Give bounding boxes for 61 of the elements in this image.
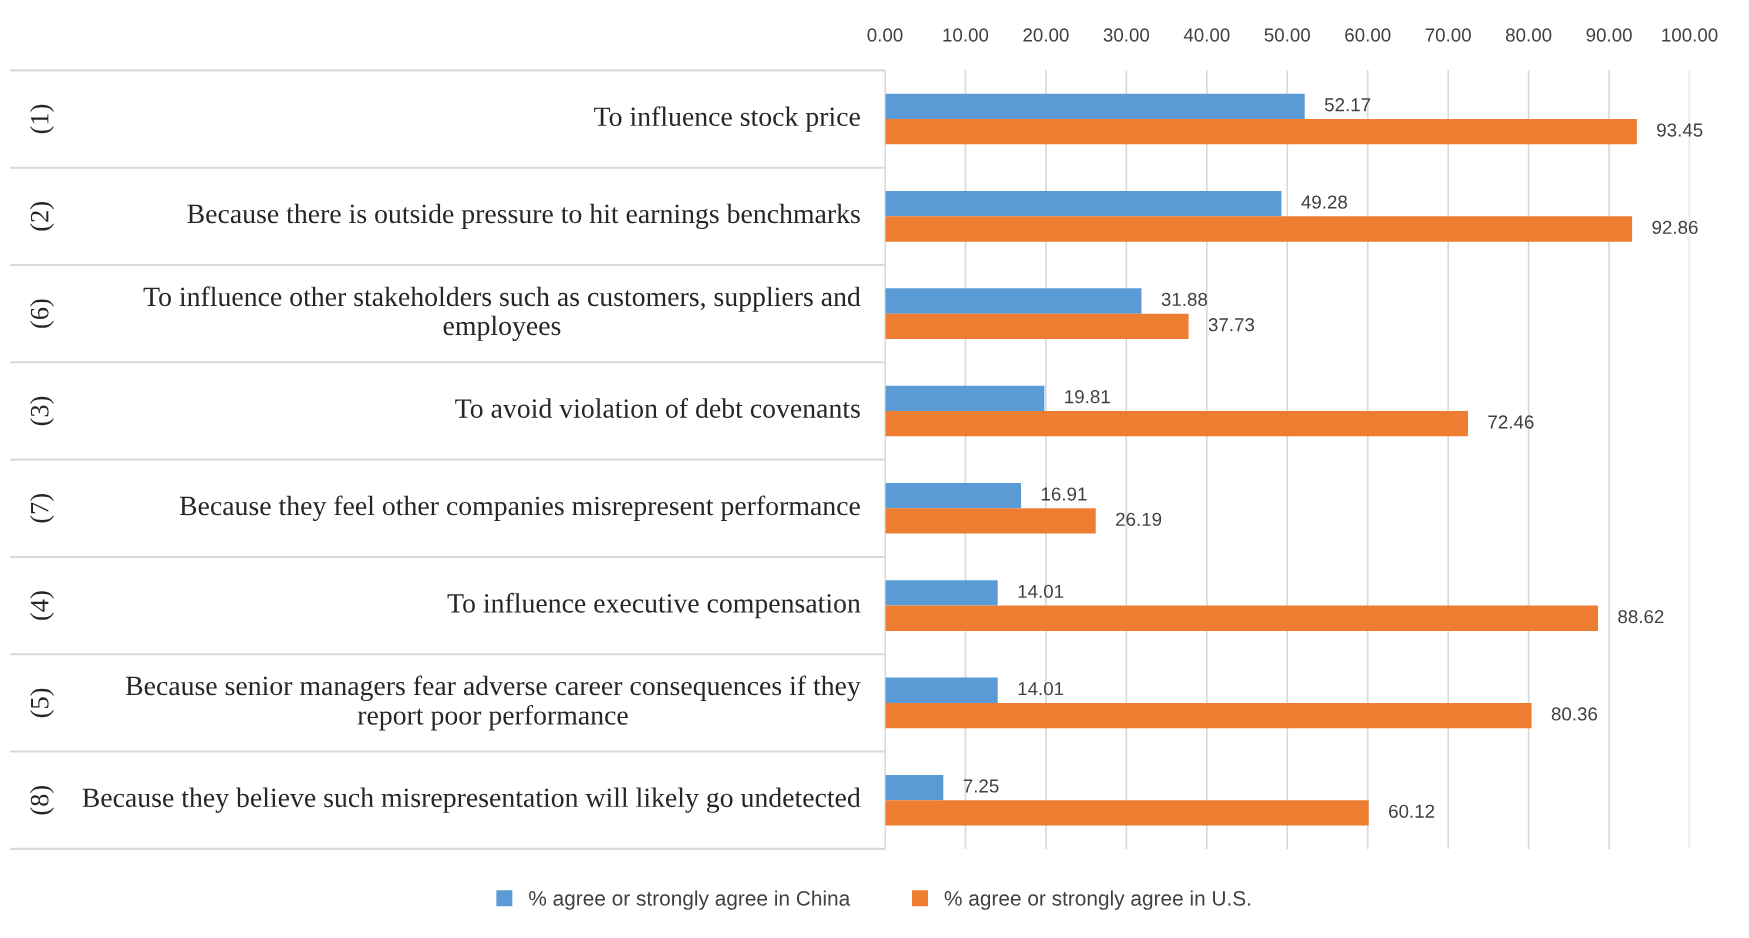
text: (6) [30, 299, 54, 328]
text: (3) [30, 396, 54, 426]
bar [884, 385, 1045, 411]
data-label: 37.73 [1208, 318, 1255, 332]
data-label: 14.01 [1018, 584, 1064, 598]
data-label: 72.46 [1488, 415, 1534, 429]
data-label: 92.86 [1652, 220, 1698, 235]
bar [884, 605, 1598, 631]
x-tick-label: 70.00 [1425, 28, 1471, 42]
x-tick-label: 30.00 [1103, 28, 1150, 42]
bar [884, 508, 1096, 534]
data-label: 93.45 [1657, 123, 1703, 137]
bar [884, 216, 1633, 242]
data-label: 26.19 [1116, 512, 1162, 526]
data-label: 60.12 [1389, 804, 1435, 818]
text: (1) [30, 104, 54, 134]
bar [884, 800, 1369, 826]
bar [884, 580, 998, 606]
data-label: 49.28 [1301, 195, 1348, 209]
text: (2) [30, 202, 54, 231]
bar [884, 93, 1305, 120]
bar [884, 774, 944, 801]
y-tick-label: To influence executive compensation [447, 592, 861, 619]
bar [884, 119, 1637, 145]
data-label: 7.25 [963, 779, 999, 793]
text: (4) [30, 591, 54, 620]
y-tick-label: To influence stock price [594, 106, 860, 132]
y-tick-label: Because they feel other companies misrepresent performance [179, 495, 860, 522]
data-label: 19.81 [1065, 390, 1110, 404]
text: (5) [30, 688, 54, 718]
legend-label: % agree or strongly agree in China [529, 890, 851, 910]
data-label: 16.91 [1041, 487, 1087, 501]
x-tick-label: 80.00 [1505, 28, 1552, 42]
y-tick-label: To avoid violation of debt covenants [455, 398, 860, 418]
data-label: 14.01 [1018, 682, 1064, 696]
bar [884, 191, 1282, 217]
data-label: 52.17 [1324, 98, 1371, 112]
x-tick-label: 50.00 [1264, 28, 1310, 42]
legend-label: % agree or strongly agree in U.S. [944, 890, 1251, 910]
text: (7) [30, 494, 54, 523]
x-tick-label: 10.00 [943, 28, 989, 42]
bar [884, 482, 1022, 509]
bar [884, 313, 1189, 339]
text: (8) [30, 786, 54, 815]
data-label: 31.88 [1161, 292, 1208, 307]
data-label: 88.62 [1618, 610, 1664, 624]
y-tick-label: Because they believe such misrepresentation will likely go undetected [82, 787, 861, 813]
bar [884, 677, 998, 703]
bar [884, 288, 1142, 314]
x-tick-label: 0.00 [867, 28, 903, 42]
x-tick-label: 20.00 [1023, 28, 1069, 42]
bar [884, 702, 1532, 729]
y-tick-label: Because senior managers fear adverse career consequences if they report poor performance [125, 675, 861, 731]
x-tick-label: 40.00 [1183, 28, 1230, 42]
x-tick-label: 100.00 [1662, 28, 1718, 42]
data-label: 80.36 [1551, 707, 1598, 721]
bar [884, 410, 1468, 437]
x-tick-label: 60.00 [1345, 28, 1391, 42]
y-tick-label: Because there is outside pressure to hit earnings benchmarks [187, 203, 860, 229]
x-tick-label: 90.00 [1586, 28, 1632, 42]
y-tick-label: To influence other stakeholders such as customers, suppliers and employees [143, 286, 861, 341]
